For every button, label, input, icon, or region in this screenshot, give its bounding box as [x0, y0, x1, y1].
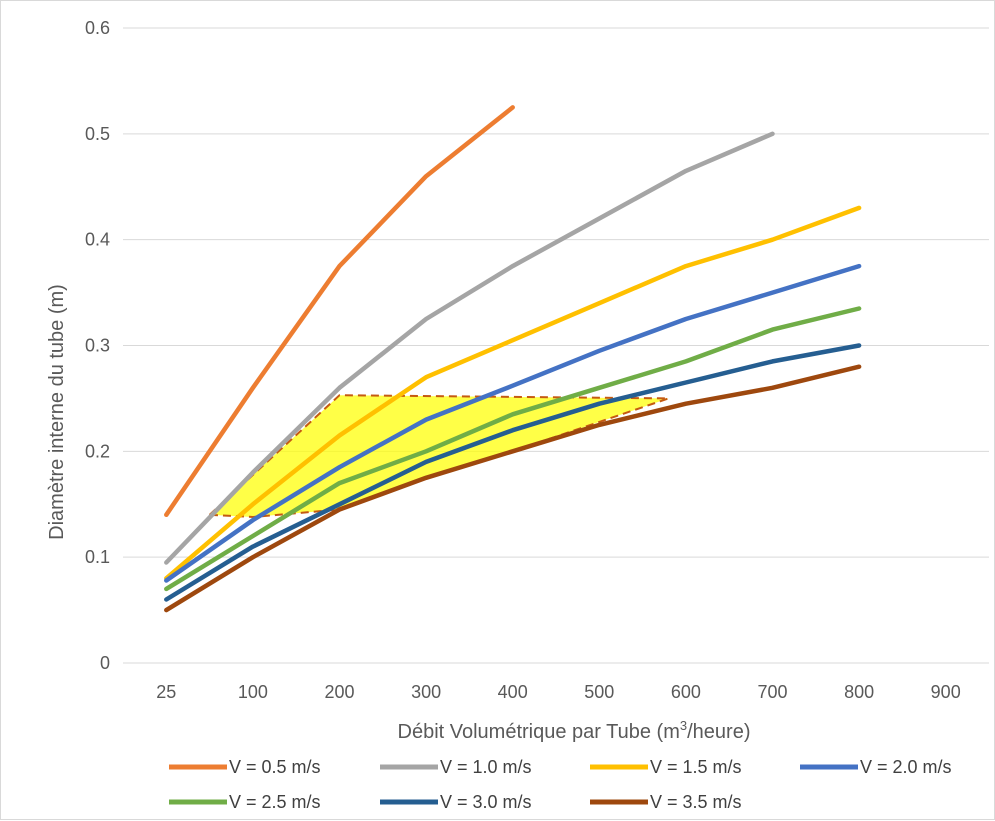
x-tick-label: 200 [324, 682, 354, 702]
y-axis-title: Diamètre interne du tube (m) [46, 284, 68, 540]
y-tick-label: 0.2 [85, 441, 110, 461]
x-tick-label: 25 [156, 682, 176, 702]
legend-item: V = 1.5 m/s [590, 757, 742, 777]
series-line-1 [164, 105, 515, 518]
x-tick-labels: 25 100 200 300 400 500 600 700 800 900 [156, 682, 960, 702]
series-line-3 [164, 205, 862, 581]
legend-item: V = 3.5 m/s [590, 792, 742, 812]
y-tick-label: 0 [100, 653, 110, 673]
x-tick-label: 600 [671, 682, 701, 702]
y-tick-label: 0.3 [85, 336, 110, 356]
x-tick-label: 300 [411, 682, 441, 702]
series-line-2 [164, 131, 775, 565]
legend-item: V = 2.5 m/s [169, 792, 321, 812]
legend-item: V = 0.5 m/s [169, 757, 321, 777]
x-axis-title: Débit Volumétrique par Tube (m3/heure) [398, 718, 751, 743]
x-axis-title-end: /heure) [687, 721, 750, 743]
series-line-4 [164, 263, 862, 583]
y-tick-label: 0.4 [85, 230, 110, 250]
y-tick-label: 0.1 [85, 547, 110, 567]
legend-item: V = 2.0 m/s [800, 757, 952, 777]
x-tick-label: 700 [757, 682, 787, 702]
series-line-7 [164, 364, 862, 613]
x-tick-label: 100 [238, 682, 268, 702]
series-lines [164, 105, 862, 613]
y-tick-label: 0.6 [85, 18, 110, 38]
y-tick-label: 0.5 [85, 124, 110, 144]
legend-label: V = 0.5 m/s [229, 757, 321, 777]
x-tick-label: 400 [498, 682, 528, 702]
legend-label: V = 1.0 m/s [440, 757, 532, 777]
gridlines [123, 27, 989, 558]
legend-label: V = 3.5 m/s [650, 792, 742, 812]
x-tick-label: 900 [931, 682, 961, 702]
y-tick-labels: 0 0.1 0.2 0.3 0.4 0.5 0.6 [85, 18, 110, 673]
legend-item: V = 1.0 m/s [380, 757, 532, 777]
legend-label: V = 2.0 m/s [860, 757, 952, 777]
x-axis-title-superscript: 3 [680, 718, 687, 733]
legend: V = 0.5 m/s V = 1.0 m/s V = 1.5 m/s V = 2.0… [169, 757, 952, 812]
series-line-6 [164, 343, 862, 602]
series-line-5 [164, 306, 862, 592]
legend-label: V = 3.0 m/s [440, 792, 532, 812]
x-tick-label: 800 [844, 682, 874, 702]
legend-label: V = 2.5 m/s [229, 792, 321, 812]
x-tick-label: 500 [584, 682, 614, 702]
legend-label: V = 1.5 m/s [650, 757, 742, 777]
legend-item: V = 3.0 m/s [380, 792, 532, 812]
x-axis-title-main: Débit Volumétrique par Tube (m [398, 721, 680, 743]
